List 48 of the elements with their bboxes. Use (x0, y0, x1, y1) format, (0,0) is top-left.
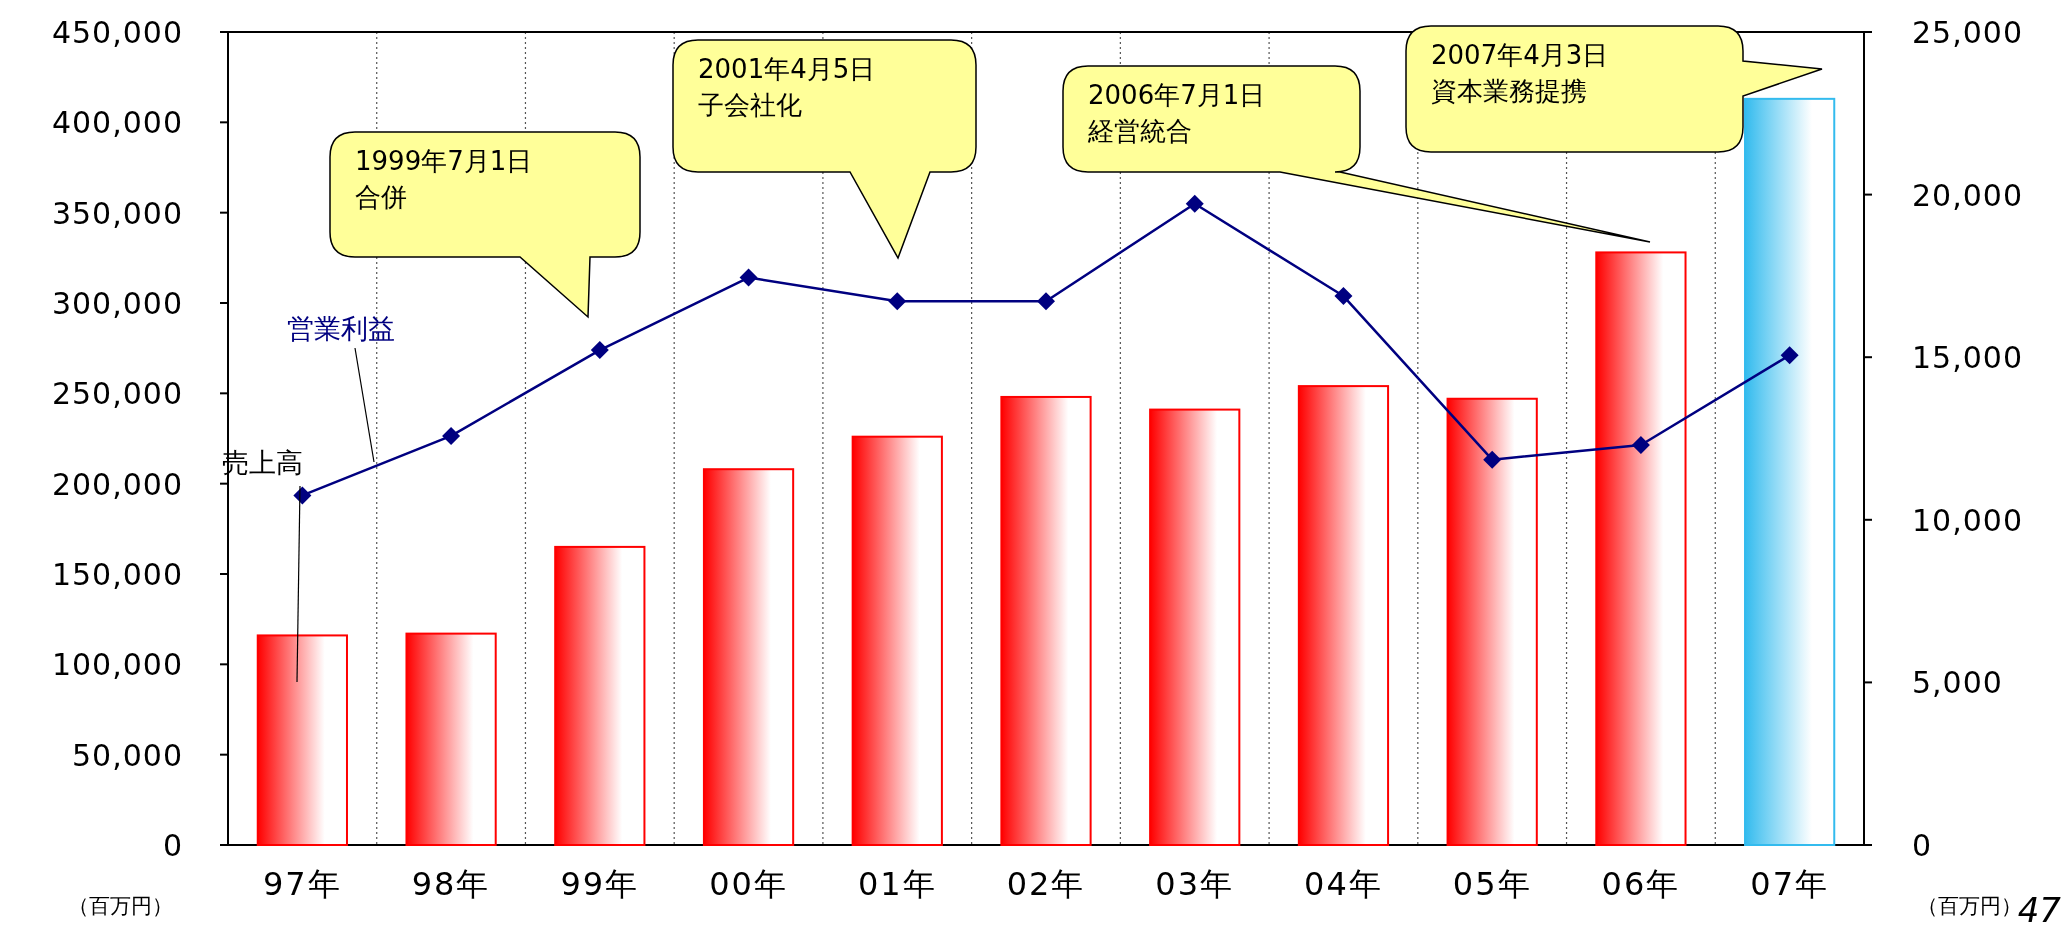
x-tick-label: 00年 (709, 865, 788, 903)
point (590, 341, 609, 360)
y2-tick-label: 15,000 (1912, 340, 2023, 376)
annotation: 2001年4月5日 (698, 54, 876, 84)
x-tick-label: 99年 (560, 865, 640, 903)
y-tick-label: 400,000 (51, 105, 183, 141)
point (1483, 450, 1502, 469)
annotation: 2007年4月3日 (1431, 40, 1609, 70)
y-axis-title: （百万円） (67, 894, 173, 918)
annotation: 経営統合 (1087, 116, 1192, 146)
callout: 2001年4月5日 子会社化 (672, 39, 977, 259)
point (1631, 436, 1650, 454)
x-tick-label: 98年 (411, 865, 491, 903)
annotation: 合併 (355, 182, 407, 212)
y2-tick-label: 0 (1912, 828, 1933, 863)
annotation: 子会社化 (698, 90, 802, 120)
x-tick-label: 07年 (1750, 865, 1829, 903)
y2-tick-label: 20,000 (1912, 177, 2023, 213)
point (1334, 287, 1353, 306)
y-tick-label: 100,000 (51, 647, 183, 683)
point (888, 292, 907, 311)
y-tick-label: 350,000 (51, 195, 183, 231)
y2-tick-label: 25,000 (1912, 15, 2023, 50)
y-tick-label: 250,000 (51, 376, 183, 412)
point (1780, 346, 1799, 365)
callout: 2007年4月3日 資本業務提携 (1405, 25, 1823, 153)
x-tick-label: 97年 (263, 865, 342, 903)
y-tick-label: 300,000 (51, 286, 183, 321)
annotation: 2006年7月1日 (1088, 80, 1266, 110)
annotation: 1999年7月1日 (355, 146, 533, 176)
y-tick-label: 200,000 (51, 466, 183, 502)
y-tick-label: 450,000 (51, 15, 183, 50)
annotation: 資本業務提携 (1431, 76, 1587, 106)
y-tick-label: 150,000 (51, 557, 183, 592)
point (442, 426, 461, 445)
x-tick-label: 01年 (857, 865, 937, 903)
x-tick-label: 03年 (1155, 865, 1235, 903)
x-tick-label: 04年 (1304, 865, 1383, 903)
x-tick-label: 02年 (1006, 865, 1086, 903)
y2-tick-label: 5,000 (1912, 665, 2003, 701)
point (1185, 194, 1204, 213)
point (739, 268, 758, 287)
y-tick-label: 50,000 (72, 737, 183, 773)
x-tick-label: 06年 (1601, 865, 1681, 903)
point (1037, 292, 1055, 311)
y2-tick-label: 10,000 (1912, 502, 2023, 538)
y-tick-label: 0 (162, 828, 183, 863)
x-tick-label: 05年 (1452, 865, 1532, 903)
